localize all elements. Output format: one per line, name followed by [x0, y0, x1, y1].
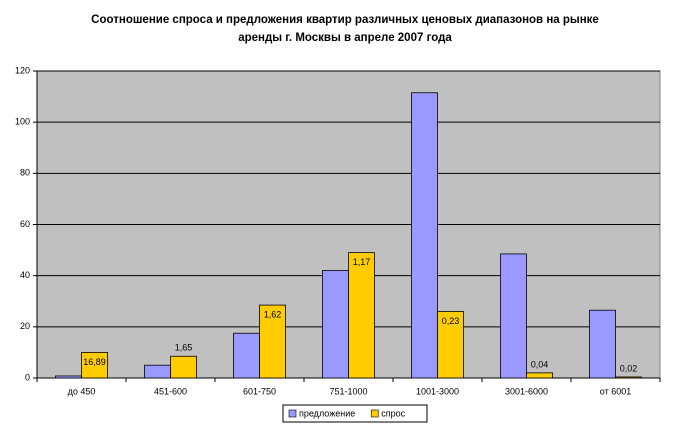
bar [348, 252, 375, 379]
y-tick-label: 40 [20, 270, 30, 280]
y-tick-label: 80 [20, 168, 30, 178]
x-tick-label: 601-750 [243, 386, 276, 396]
x-tick-label: 451-600 [154, 386, 187, 396]
bar [144, 364, 171, 379]
chart-title: Соотношение спроса и предложения квартир… [91, 14, 599, 26]
bar [259, 304, 286, 379]
legend-label: спрос [381, 408, 405, 418]
bar-annotation: 1,65 [175, 343, 193, 353]
bar-annotation: 0,04 [531, 359, 549, 369]
bar [615, 376, 642, 379]
legend-label: предложение [299, 408, 355, 418]
bar [170, 355, 197, 379]
bar [233, 332, 260, 379]
x-tick-label: 751-1000 [329, 386, 367, 396]
bar [411, 92, 438, 379]
bar [81, 352, 108, 379]
y-tick-label: 0 [25, 372, 30, 382]
legend-swatch [370, 409, 379, 418]
bar-annotation: 0,23 [442, 316, 460, 326]
y-tick-label: 60 [20, 219, 30, 229]
bar-annotation: 1,17 [353, 257, 371, 267]
bar-annotation: 16,89 [83, 357, 106, 367]
y-tick-label: 100 [15, 117, 30, 127]
chart-title: аренды г. Москвы в апреле 2007 года [238, 32, 452, 44]
legend-swatch [288, 409, 297, 418]
bar [55, 375, 82, 379]
x-tick-label: 3001-6000 [505, 386, 548, 396]
bar [589, 309, 616, 379]
y-tick-label: 20 [20, 321, 30, 331]
bar-annotation: 0,02 [620, 363, 638, 373]
bar [322, 270, 349, 379]
bar-annotation: 1,62 [264, 309, 282, 319]
x-tick-label: от 6001 [600, 386, 631, 396]
bar [500, 253, 527, 379]
bar [437, 311, 464, 379]
y-tick-label: 120 [15, 65, 30, 75]
x-tick-label: 1001-3000 [416, 386, 459, 396]
legend [282, 404, 428, 423]
bar [526, 372, 553, 379]
x-tick-label: до 450 [68, 386, 96, 396]
